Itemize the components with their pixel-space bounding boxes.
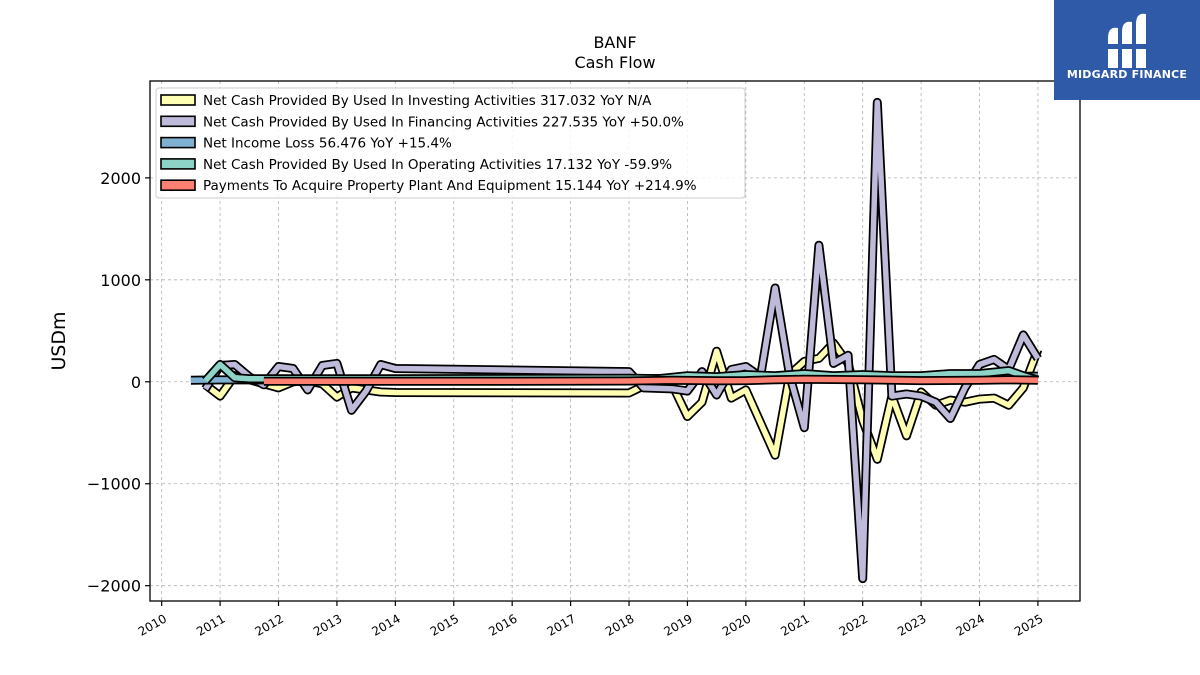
y-tick-label: −2000 [87,577,141,596]
chart-title: BANF [593,33,636,52]
series-line [203,99,1041,582]
legend: Net Cash Provided By Used In Investing A… [155,87,746,199]
y-tick-label: 2000 [100,169,141,188]
y-tick-label: −1000 [87,475,141,494]
midgard-m-logo-icon [1102,13,1152,68]
plot-frame [149,80,1081,602]
legend-label: Net Cash Provided By Used In Operating A… [203,157,672,173]
brand-logo: MIDGARD FINANCE [1054,0,1200,100]
y-axis: −2000 −1000 0 1000 2000 [87,169,150,596]
brand-name: MIDGARD FINANCE [1066,68,1188,81]
legend-box [155,87,746,199]
legend-label: Payments To Acquire Property Plant And E… [203,178,697,194]
legend-label: Net Income Loss 56.476 YoY +15.4% [203,136,452,152]
legend-swatch [160,115,196,128]
series-1 [201,97,1042,584]
series-4 [263,374,1038,386]
chart-subtitle: Cash Flow [574,53,655,72]
legend-label: Net Cash Provided By Used In Investing A… [203,93,652,109]
y-tick-label: 0 [131,373,141,392]
y-tick-label: 1000 [100,271,141,290]
series-layer [190,97,1043,584]
y-axis-label: USDm [48,311,70,370]
legend-label: Net Cash Provided By Used In Financing A… [203,114,684,130]
legend-swatch [160,179,196,191]
series-line [263,376,1038,385]
legend-swatch [160,136,196,149]
legend-swatch [160,94,196,106]
legend-swatch [160,158,196,170]
